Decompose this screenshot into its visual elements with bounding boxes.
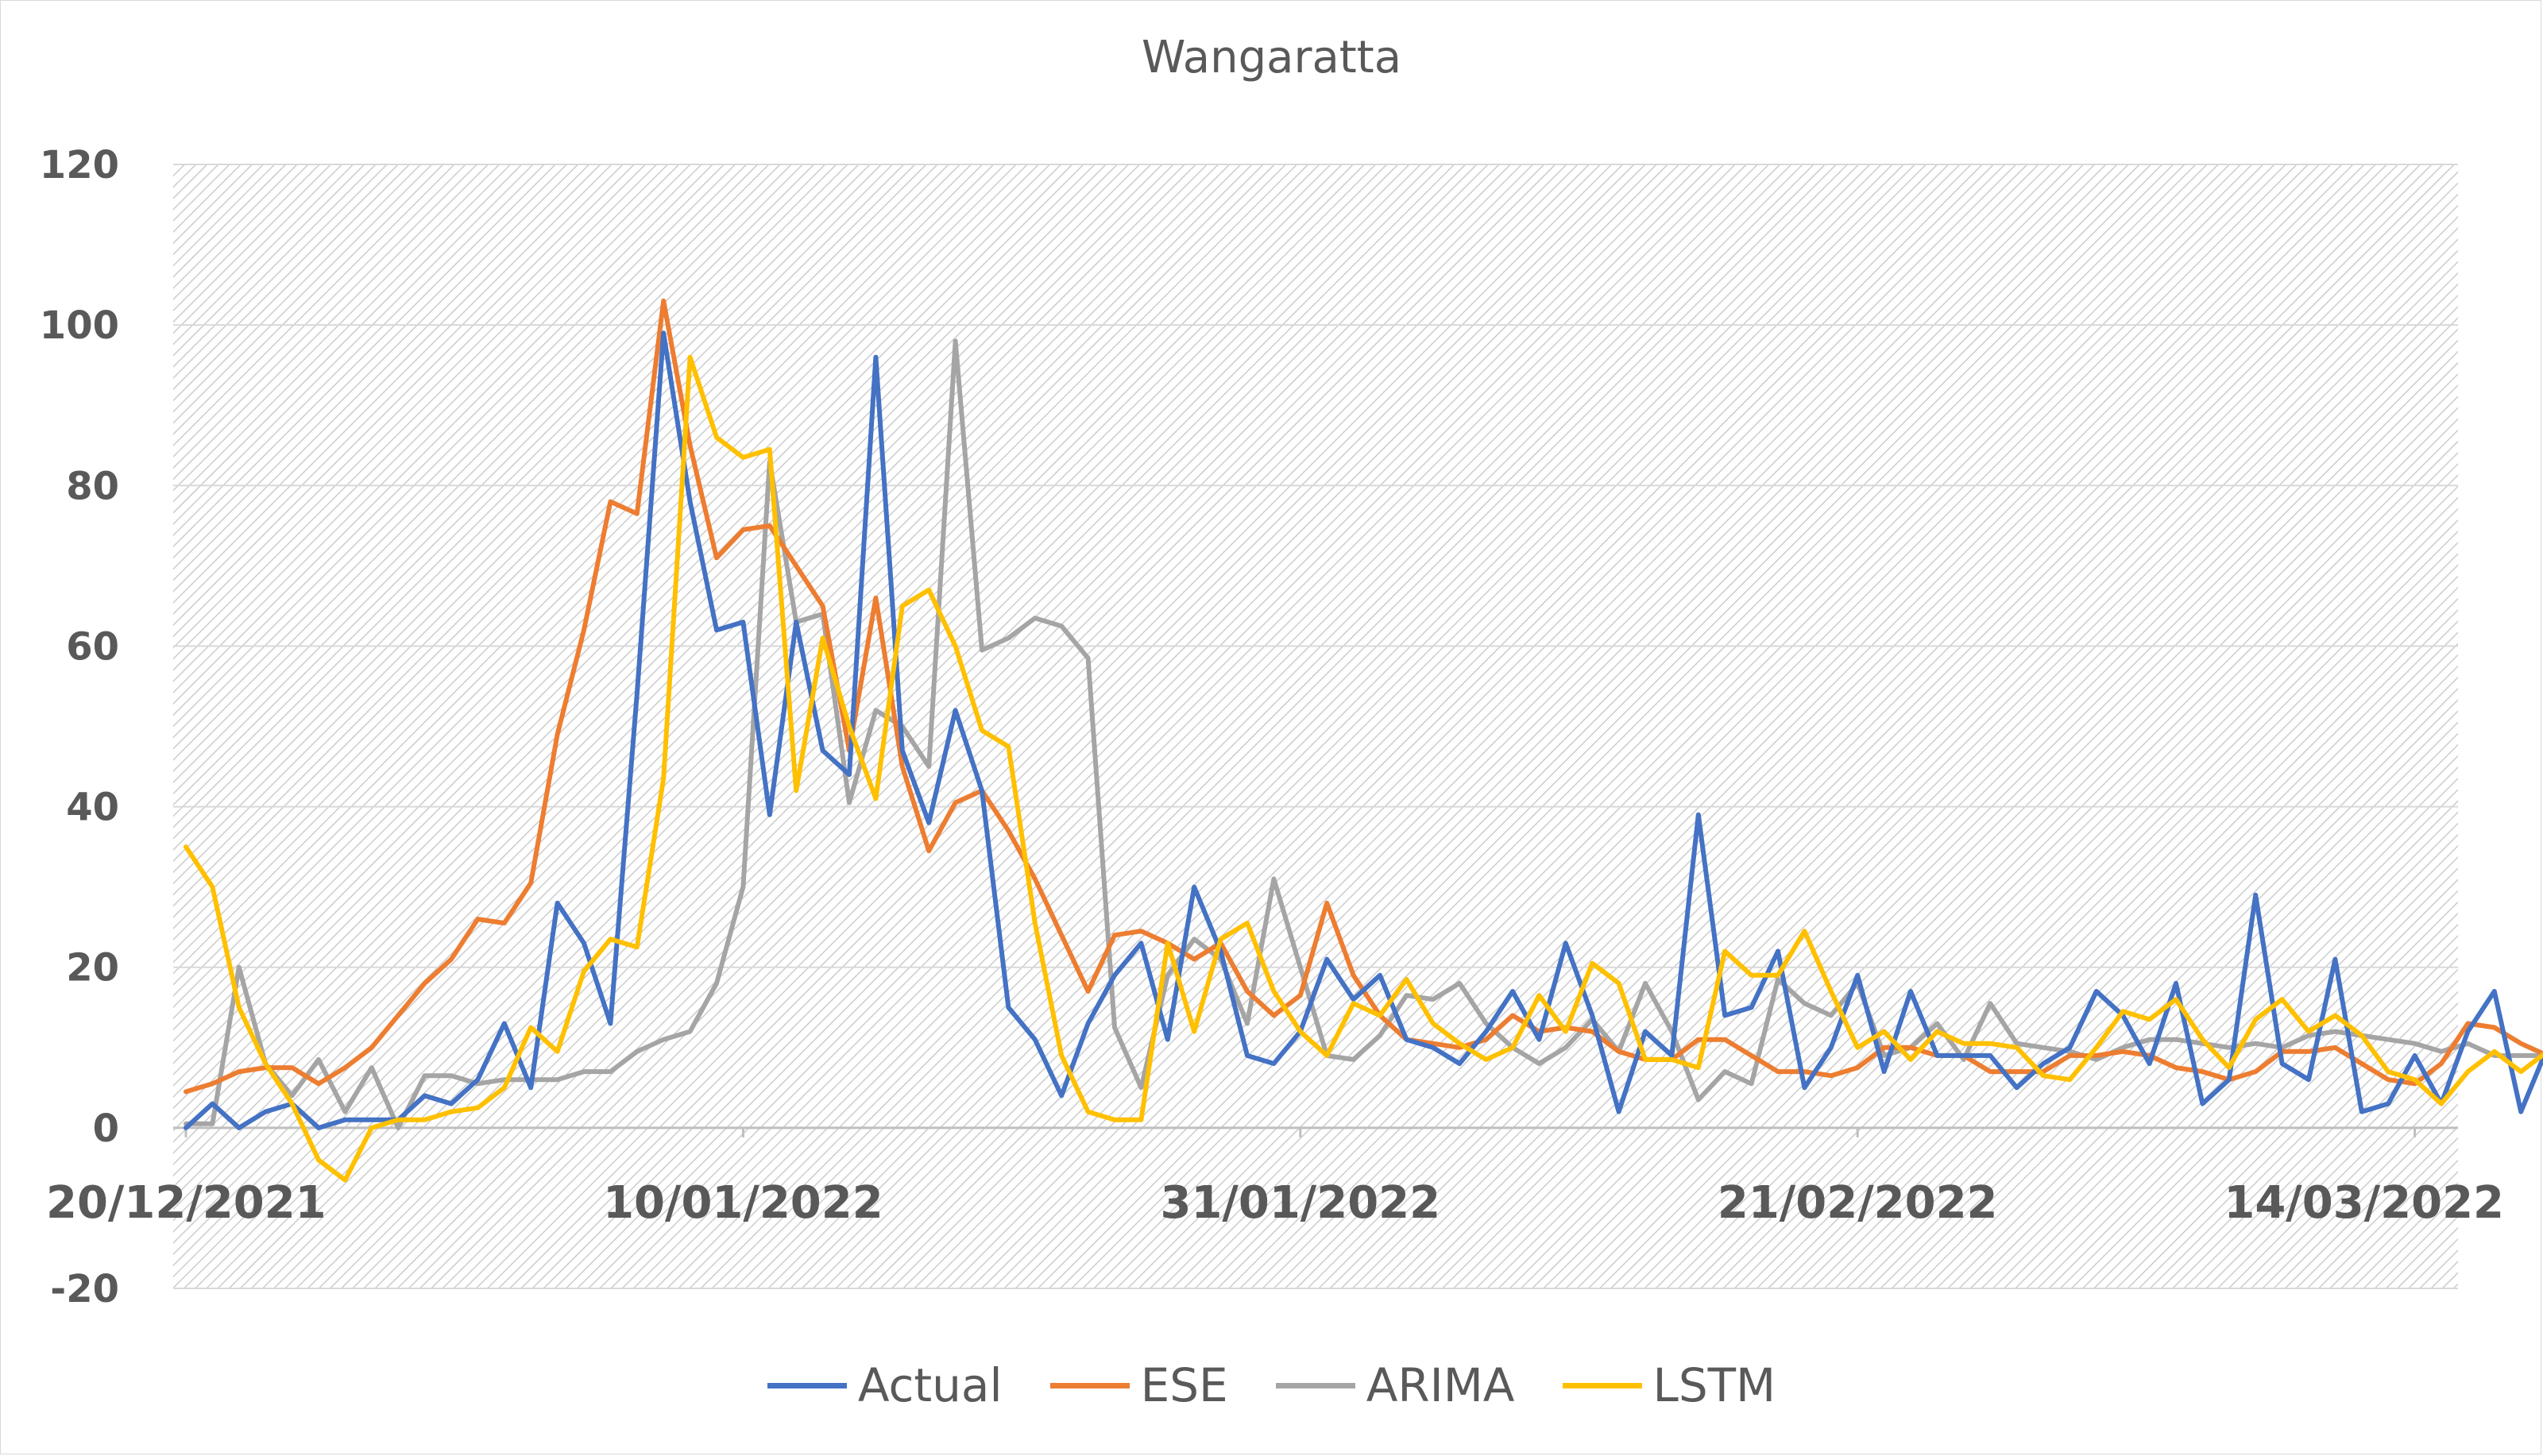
x-tick-label: 14/03/2022 — [2224, 1177, 2504, 1229]
chart-title: Wangaratta — [1141, 32, 1402, 83]
y-tick-label: 60 — [66, 624, 119, 669]
legend-swatch — [1275, 1382, 1355, 1388]
x-tick-label: 10/01/2022 — [603, 1177, 883, 1229]
x-tick-label: 21/02/2022 — [1718, 1177, 1998, 1229]
legend-item-arima: ARIMA — [1275, 1358, 1515, 1412]
plot-area — [173, 164, 2458, 1288]
y-tick-label: 20 — [66, 946, 119, 991]
y-tick-label: 100 — [40, 303, 119, 348]
series-line-lstm — [184, 354, 2543, 1183]
legend-item-actual: Actual — [767, 1358, 1003, 1412]
legend-item-lstm: LSTM — [1562, 1358, 1776, 1412]
series-lines — [184, 298, 2543, 1183]
y-tick-label: 120 — [40, 143, 119, 187]
x-tick-label: 31/01/2022 — [1160, 1177, 1440, 1229]
legend-label: ESE — [1140, 1358, 1228, 1412]
legend-label: ARIMA — [1366, 1358, 1515, 1412]
legend: Actual ESE ARIMA LSTM — [0, 1358, 2543, 1412]
y-axis-ticks: -20 0 20 40 60 80 100 120 — [40, 143, 119, 1311]
legend-swatch — [1562, 1382, 1642, 1388]
series-line-actual — [184, 330, 2543, 1130]
y-tick-label: 80 — [66, 464, 119, 508]
legend-label: LSTM — [1652, 1358, 1776, 1412]
y-tick-label: -20 — [50, 1267, 119, 1311]
legend-swatch — [1049, 1382, 1130, 1388]
series-line-arima — [184, 338, 2543, 1130]
legend-label: Actual — [857, 1358, 1003, 1412]
legend-item-ese: ESE — [1049, 1358, 1228, 1412]
x-axis-ticks: 20/12/2021 10/01/2022 31/01/2022 21/02/2022… — [46, 1177, 2504, 1229]
y-tick-label: 0 — [93, 1106, 119, 1151]
x-tick-label: 20/12/2021 — [46, 1177, 327, 1229]
legend-swatch — [767, 1382, 847, 1388]
y-tick-label: 40 — [66, 786, 119, 830]
